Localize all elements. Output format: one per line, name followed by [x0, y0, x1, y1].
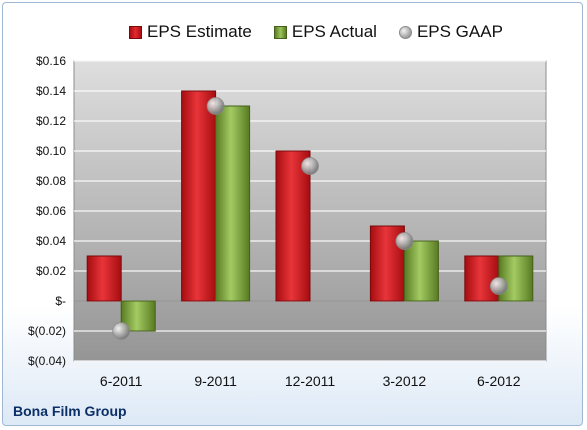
y-tick-label: $0.16 — [36, 54, 66, 68]
legend-swatch-gaap — [398, 25, 412, 39]
bar-eps-estimate — [464, 255, 500, 302]
chart-frame: EPS Estimate EPS Actual EPS GAAP — [2, 2, 583, 426]
y-tick-label: $0.08 — [36, 174, 66, 188]
bar-eps-actual — [215, 105, 251, 302]
y-tick-label: $(0.02) — [28, 324, 66, 338]
y-tick-label: $0.10 — [36, 144, 66, 158]
marker-eps-gaap — [112, 322, 131, 340]
bar-eps-actual — [403, 240, 439, 302]
legend-label-actual: EPS Actual — [291, 22, 377, 41]
x-tick-label: 9-2011 — [194, 373, 237, 389]
bar-eps-estimate — [181, 90, 217, 302]
legend-label-gaap: EPS GAAP — [416, 22, 503, 41]
x-tick-label: 12-2011 — [285, 373, 336, 389]
y-tick-label: $(0.04) — [28, 354, 66, 368]
company-caption: Bona Film Group — [13, 403, 127, 419]
bar-eps-estimate — [86, 255, 122, 302]
marker-eps-gaap — [301, 157, 319, 175]
marker-eps-gaap — [206, 97, 225, 115]
legend-swatch-estimate — [129, 25, 142, 39]
legend: EPS Estimate EPS Actual EPS GAAP — [129, 21, 525, 43]
y-tick-label: $0.06 — [36, 204, 66, 218]
legend-entry-estimate: EPS Estimate — [129, 22, 252, 42]
marker-eps-gaap — [489, 277, 508, 295]
y-tick-label: $0.02 — [36, 264, 66, 278]
legend-swatch-actual — [273, 25, 287, 39]
y-tick-label: $- — [55, 294, 66, 308]
bar-eps-actual — [498, 255, 534, 302]
y-tick-label: $0.04 — [36, 234, 66, 248]
y-tick-label: $0.14 — [36, 84, 66, 98]
marker-eps-gaap — [395, 232, 414, 250]
x-tick-label: 6-2012 — [477, 373, 521, 389]
legend-label-estimate: EPS Estimate — [147, 22, 252, 41]
y-tick-label: $0.12 — [36, 114, 66, 128]
legend-entry-gaap: EPS GAAP — [398, 22, 503, 42]
x-tick-label: 6-2011 — [100, 373, 143, 389]
legend-entry-actual: EPS Actual — [273, 22, 377, 42]
x-tick-label: 3-2012 — [383, 373, 427, 389]
chart-canvas: $0.16 $0.14 $0.12 $0.10 $0.08 $0.06 $0.04 $0.02… — [28, 54, 547, 389]
bar-eps-estimate — [275, 150, 311, 302]
